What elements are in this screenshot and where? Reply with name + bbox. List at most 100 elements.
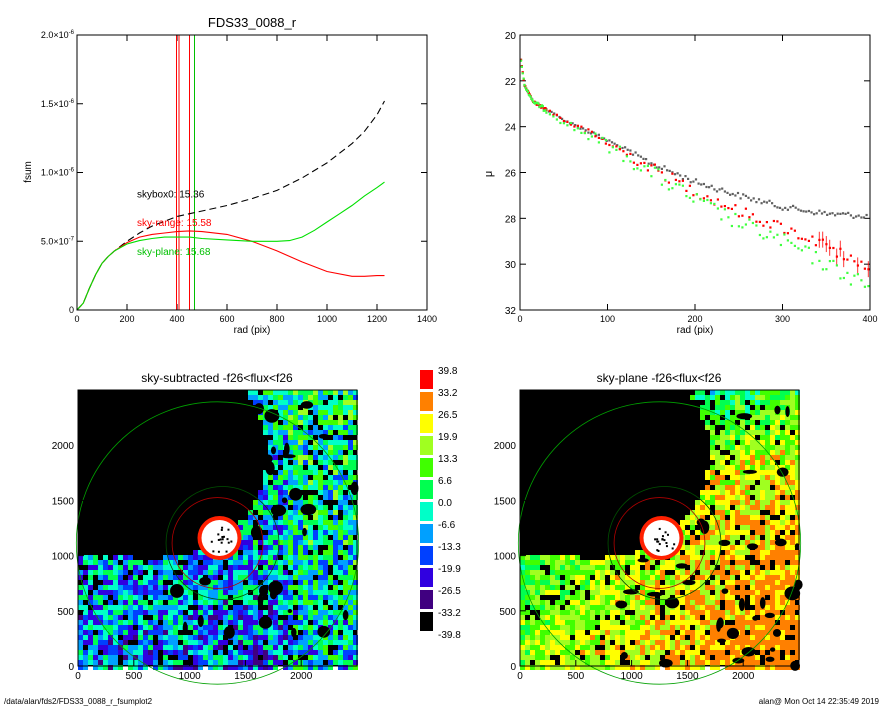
map-pixel — [308, 485, 313, 490]
map-pixel — [268, 580, 273, 585]
map-pixel — [293, 645, 298, 650]
map-pixel — [323, 640, 328, 645]
map-pixel — [183, 640, 188, 645]
map-pixel — [228, 620, 233, 625]
map-pixel — [213, 635, 218, 640]
map-pixel — [353, 660, 358, 665]
map-pixel — [765, 570, 770, 575]
map-pixel — [565, 565, 570, 570]
map-pixel — [193, 615, 198, 620]
map-pixel — [795, 440, 800, 445]
map-pixel — [353, 520, 358, 525]
map-pixel — [650, 645, 655, 650]
map-pixel — [735, 480, 740, 485]
map-pixel — [740, 455, 745, 460]
profile-point — [771, 202, 774, 205]
profile-point — [645, 158, 648, 161]
map-mask-blob — [764, 612, 775, 618]
map-pixel — [233, 590, 238, 595]
map-mask-blob — [742, 469, 757, 474]
sky-ring-red — [613, 497, 706, 589]
map-pixel — [108, 655, 113, 660]
map-pixel — [635, 615, 640, 620]
map-pixel — [188, 565, 193, 570]
map-pixel — [333, 560, 338, 565]
map-pixel — [710, 495, 715, 500]
map-pixel — [775, 545, 780, 550]
map-pixel — [183, 555, 188, 560]
map-pixel — [640, 630, 645, 635]
map-pixel — [705, 615, 710, 620]
map-pixel — [283, 635, 288, 640]
profile-point — [666, 169, 669, 172]
map-pixel — [208, 655, 213, 660]
map-pixel — [238, 650, 243, 655]
map-pixel — [208, 570, 213, 575]
map-pixel — [780, 515, 785, 520]
profile-point — [667, 188, 670, 191]
map-mask-blob — [262, 454, 273, 464]
map-pixel — [338, 445, 343, 450]
map-pixel — [113, 575, 118, 580]
map-pixel — [163, 615, 168, 620]
map-pixel — [168, 650, 173, 655]
map-pixel — [208, 595, 213, 600]
map-pixel — [243, 565, 248, 570]
map-pixel — [203, 640, 208, 645]
map-pixel — [328, 475, 333, 480]
map-pixel — [223, 600, 228, 605]
map-pixel — [318, 440, 323, 445]
map-pixel — [730, 485, 735, 490]
map-pixel — [273, 555, 278, 560]
map-pixel — [685, 665, 690, 670]
map-pixel — [785, 505, 790, 510]
map-pixel — [353, 515, 358, 520]
map-pixel — [570, 595, 575, 600]
map-pixel — [333, 550, 338, 555]
map-pixel — [228, 555, 233, 560]
colorbar-swatch — [420, 436, 433, 455]
map-pixel — [258, 415, 263, 420]
map-pixel — [675, 640, 680, 645]
map-pixel — [675, 595, 680, 600]
profile-point — [684, 175, 687, 178]
map-pixel — [710, 620, 715, 625]
map-mask-blob — [287, 608, 293, 614]
map-pixel — [318, 650, 323, 655]
profile-point — [573, 129, 576, 132]
map-pixel — [685, 590, 690, 595]
map-pixel — [545, 615, 550, 620]
map-pixel — [545, 640, 550, 645]
map-pixel — [725, 440, 730, 445]
map-pixel — [118, 575, 123, 580]
map-pixel — [645, 575, 650, 580]
map-pixel — [675, 665, 680, 670]
map-pixel — [750, 625, 755, 630]
profile-point — [637, 154, 640, 157]
map-pixel — [725, 605, 730, 610]
map-pixel — [83, 580, 88, 585]
map-pixel — [268, 540, 273, 545]
map-pixel — [710, 455, 715, 460]
map-pixel — [313, 390, 318, 395]
map-pixel — [675, 580, 680, 585]
profile-point — [713, 202, 716, 205]
map-pixel — [163, 655, 168, 660]
map-pixel — [775, 450, 780, 455]
map-pixel — [88, 620, 93, 625]
profile-point — [660, 183, 663, 186]
map-pixel — [745, 420, 750, 425]
map-pixel — [233, 655, 238, 660]
profile-point — [688, 196, 691, 199]
map-pixel — [600, 595, 605, 600]
map-pixel — [715, 490, 720, 495]
map-pixel — [208, 560, 213, 565]
map-mask-blob — [224, 470, 238, 482]
map-pixel — [268, 450, 273, 455]
map-pixel — [530, 575, 535, 580]
map-pixel — [233, 565, 238, 570]
colorbar-swatch — [420, 590, 433, 609]
map-pixel — [750, 580, 755, 585]
map-pixel — [288, 515, 293, 520]
profile-point — [699, 198, 702, 201]
